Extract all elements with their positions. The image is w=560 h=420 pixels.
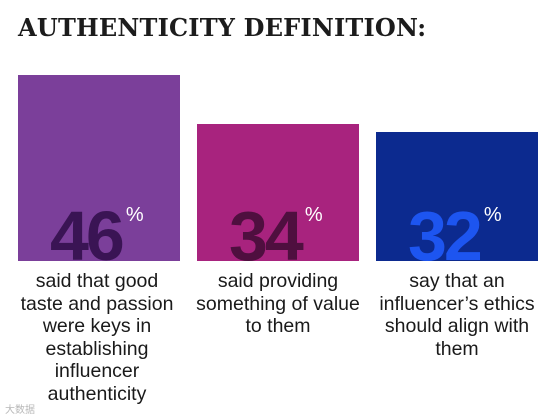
bar-caption-ethics-align: say that an influencer’s ethics should a…: [379, 270, 535, 360]
bar-value-label: 46: [50, 197, 125, 261]
chart-title: AUTHENTICITY DEFINITION:: [18, 13, 427, 42]
bar-percent-sign: %: [125, 204, 144, 226]
bar-percent-sign: %: [304, 204, 323, 226]
bar-value-label: 34: [229, 197, 304, 261]
watermark: 大数据: [5, 405, 35, 416]
bar-ethics-align: 32 %: [376, 132, 538, 261]
bar-caption-value-provided: said providing something of value to the…: [196, 270, 360, 337]
bar-percent-sign: %: [483, 204, 502, 226]
bar-taste-passion: 46 %: [18, 75, 180, 261]
bar-caption-taste-passion: said that good taste and passion were ke…: [20, 270, 174, 405]
bar-value-provided: 34 %: [197, 124, 359, 261]
bar-value-label: 32: [408, 197, 483, 261]
